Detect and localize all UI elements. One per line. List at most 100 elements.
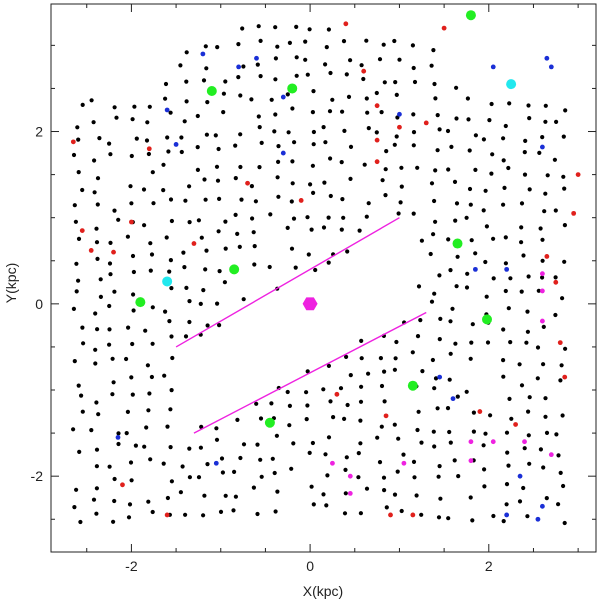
black-point: [358, 511, 363, 516]
black-point: [321, 492, 326, 497]
black-point: [445, 128, 451, 134]
blue-point: [548, 64, 554, 70]
black-point: [215, 45, 220, 50]
black-point: [97, 136, 102, 141]
red-point: [477, 409, 483, 414]
green-point: [229, 264, 240, 275]
black-point: [454, 284, 459, 289]
black-point: [392, 142, 397, 147]
black-point: [161, 188, 166, 193]
black-point: [257, 125, 262, 130]
black-point: [345, 249, 350, 254]
black-point: [527, 395, 532, 400]
black-point: [76, 137, 81, 142]
black-point: [294, 55, 299, 60]
black-point: [195, 145, 200, 150]
black-point: [358, 418, 363, 423]
black-point: [205, 462, 210, 467]
black-point: [447, 377, 452, 382]
black-point: [149, 252, 155, 257]
black-point: [257, 165, 262, 170]
black-point: [454, 116, 459, 121]
black-point: [562, 223, 568, 228]
black-point: [553, 208, 558, 213]
black-point: [324, 503, 329, 508]
highlight-points-layer: [70, 10, 581, 522]
black-point: [491, 276, 496, 281]
black-point: [484, 224, 489, 229]
black-point: [126, 515, 132, 520]
black-point: [348, 144, 354, 149]
black-point: [128, 460, 134, 465]
black-point: [464, 285, 470, 290]
black-point: [150, 305, 155, 310]
black-point: [204, 248, 209, 253]
black-point: [218, 509, 224, 514]
black-point: [241, 64, 246, 69]
black-point: [455, 254, 460, 259]
y-tick-label: -2: [31, 468, 44, 484]
black-point: [201, 288, 206, 293]
black-point: [95, 327, 100, 332]
red-point: [423, 120, 429, 126]
black-point: [311, 142, 316, 147]
black-point: [111, 519, 116, 524]
red-point: [129, 219, 134, 225]
blue-point: [200, 51, 206, 57]
black-point: [129, 375, 134, 380]
black-point: [468, 202, 473, 207]
black-point: [286, 130, 291, 135]
black-point: [146, 499, 151, 504]
black-point: [275, 44, 280, 49]
black-point: [467, 186, 473, 192]
black-point: [148, 241, 153, 246]
red-point: [544, 254, 550, 259]
black-point: [507, 101, 512, 106]
black-point: [563, 346, 568, 351]
black-point: [448, 268, 453, 273]
black-point: [214, 164, 220, 169]
black-point: [481, 208, 486, 213]
black-point: [344, 354, 349, 359]
black-point: [452, 179, 458, 184]
black-point: [501, 202, 506, 207]
black-point: [98, 277, 103, 282]
black-point: [378, 356, 383, 361]
black-point: [401, 452, 406, 457]
green-point: [482, 314, 492, 325]
black-point: [540, 237, 545, 242]
black-point: [149, 374, 154, 380]
black-point: [482, 467, 487, 472]
black-point: [377, 57, 383, 62]
black-point: [526, 103, 531, 108]
black-point: [501, 327, 506, 332]
blue-point: [280, 150, 286, 156]
black-point: [98, 294, 103, 299]
black-point: [233, 143, 238, 148]
black-point: [91, 120, 96, 125]
black-point: [148, 268, 153, 273]
black-point: [256, 24, 261, 29]
black-point: [483, 431, 488, 436]
black-point: [508, 276, 513, 281]
black-point: [199, 235, 204, 240]
black-point: [238, 455, 243, 461]
black-point: [238, 93, 243, 98]
black-point: [72, 359, 77, 364]
black-point: [76, 278, 81, 283]
black-point: [455, 394, 460, 399]
black-point: [392, 422, 397, 427]
black-point: [258, 416, 264, 421]
black-point: [470, 518, 475, 523]
black-point: [436, 515, 442, 520]
black-point: [150, 341, 155, 346]
black-point: [437, 127, 442, 132]
black-point: [433, 168, 438, 173]
black-point: [276, 194, 281, 199]
black-point: [432, 198, 437, 204]
magenta-point: [539, 318, 545, 324]
black-point: [309, 484, 314, 489]
black-point: [506, 165, 511, 171]
black-point: [416, 284, 422, 289]
blue-point: [437, 374, 443, 380]
